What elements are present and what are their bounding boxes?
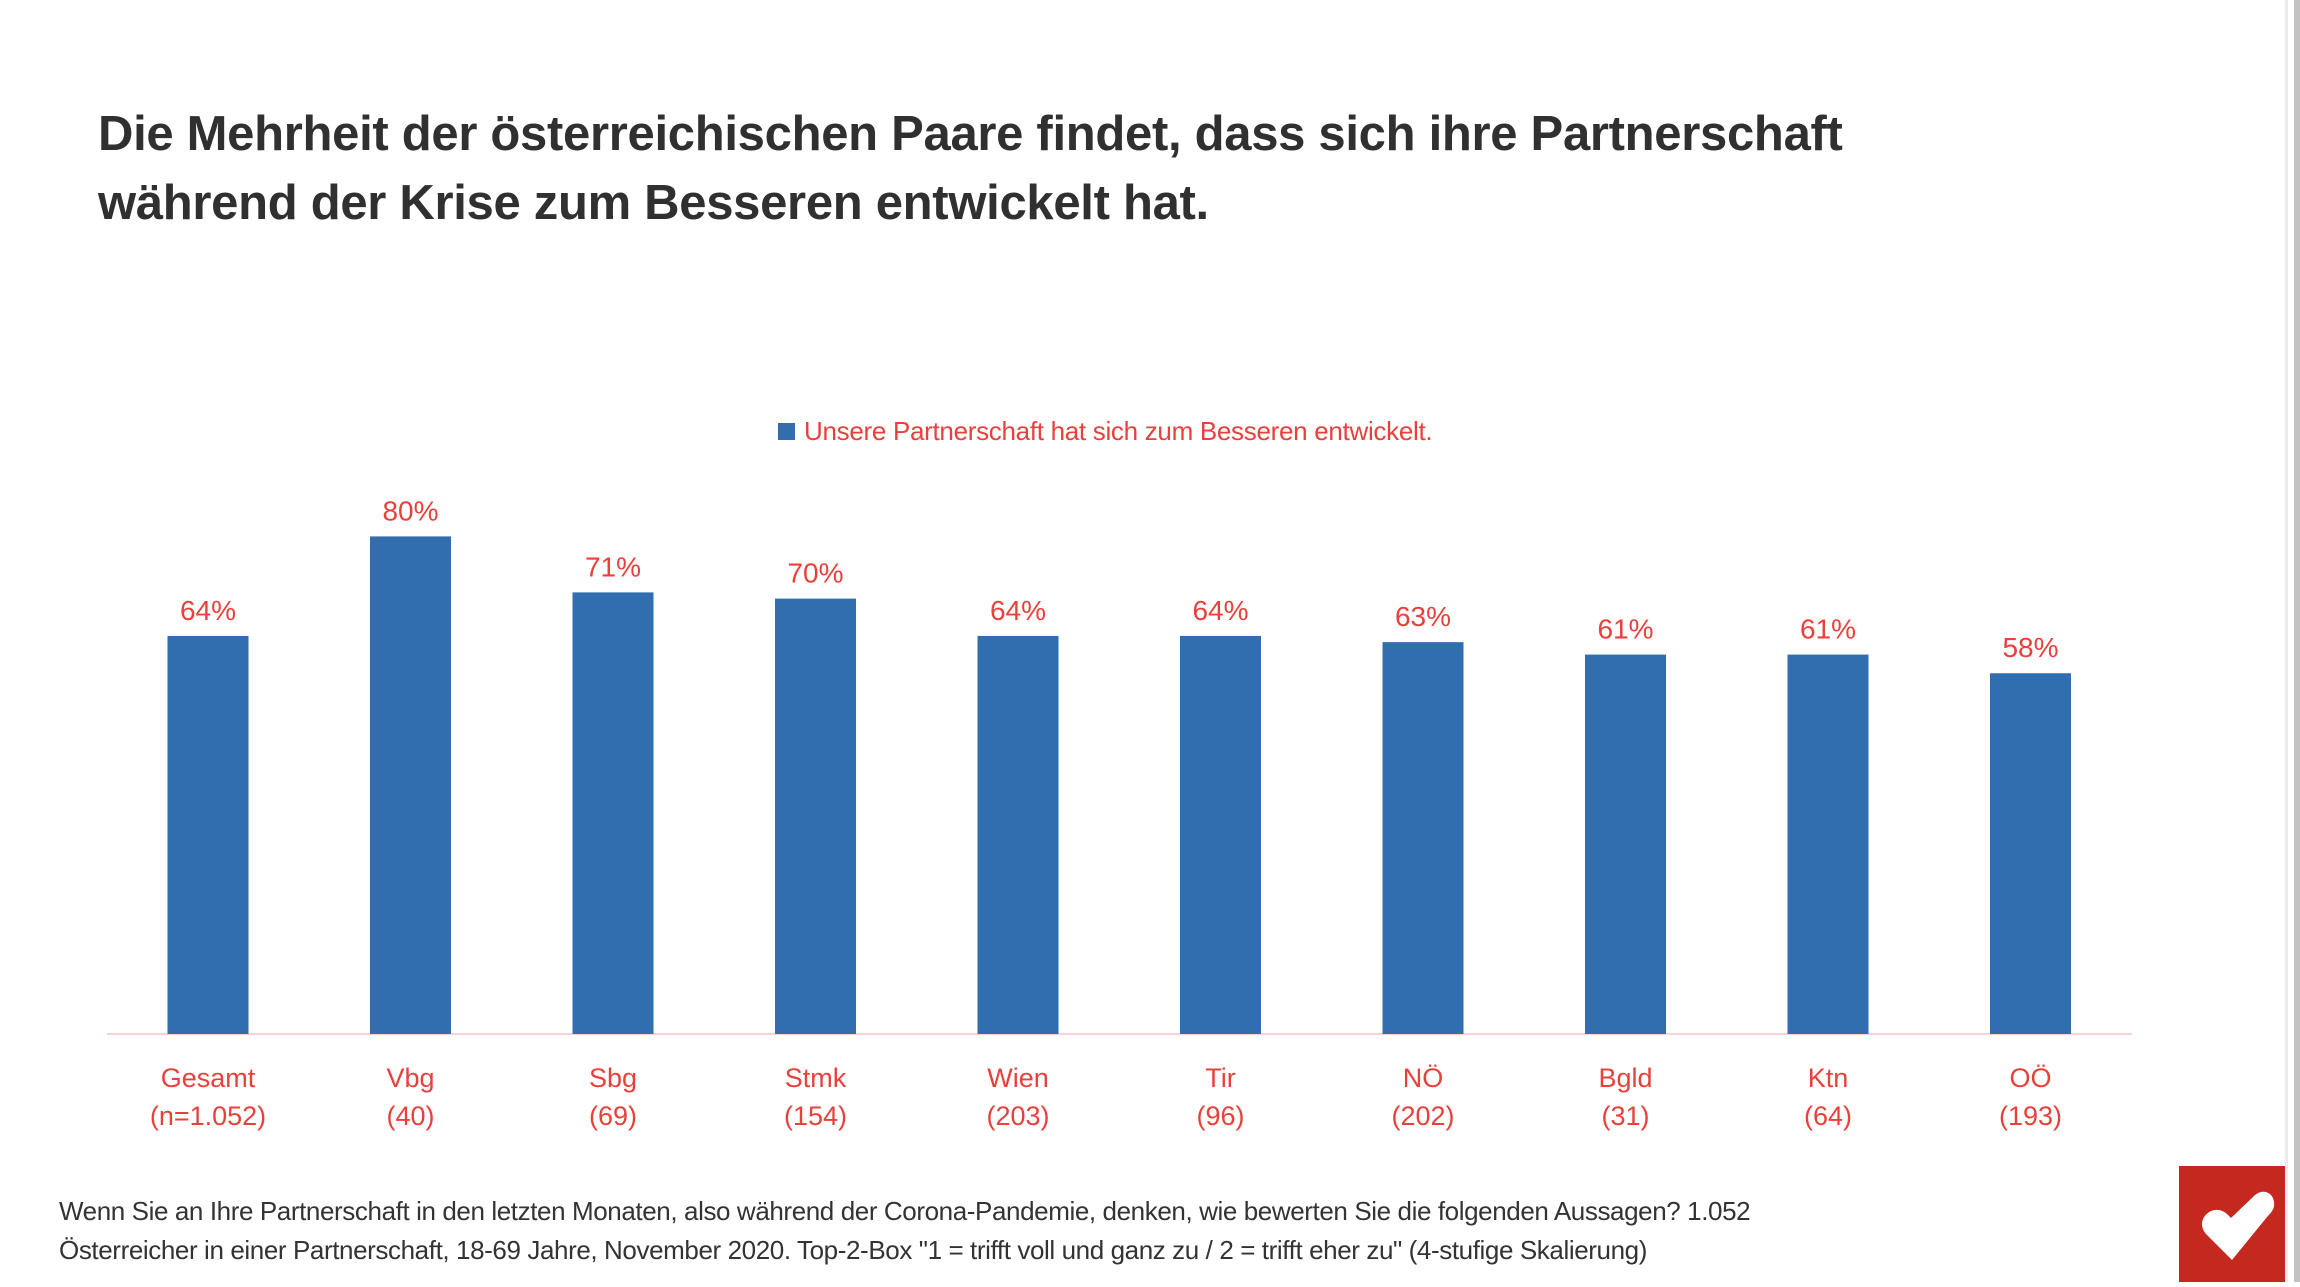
sample-size-label: (193) xyxy=(1999,1101,2062,1131)
bar-Wien xyxy=(977,635,1059,1034)
bar-NÖ xyxy=(1382,642,1464,1034)
data-label: 61% xyxy=(1800,614,1856,645)
bar-Tir xyxy=(1180,635,1261,1034)
legend-swatch xyxy=(778,423,795,440)
category-label: Vbg xyxy=(386,1063,434,1093)
footnote-line-1: Wenn Sie an Ihre Partnerschaft in den le… xyxy=(59,1196,1751,1226)
data-label: 64% xyxy=(180,595,236,626)
category-label: NÖ xyxy=(1403,1063,1444,1093)
category-label: Ktn xyxy=(1808,1063,1849,1093)
category-label: OÖ xyxy=(2009,1063,2051,1093)
sample-size-label: (154) xyxy=(784,1101,847,1131)
bar-Sbg xyxy=(572,592,654,1034)
data-label: 64% xyxy=(990,595,1046,626)
sample-size-label: (203) xyxy=(986,1101,1049,1131)
bar-Vbg xyxy=(370,536,451,1034)
brand-logo xyxy=(2179,1166,2285,1282)
footnote: Wenn Sie an Ihre Partnerschaft in den le… xyxy=(59,1192,1751,1270)
category-label: Bgld xyxy=(1598,1063,1652,1093)
page-title: Die Mehrheit der österreichischen Paare … xyxy=(98,100,1843,238)
bar-OÖ xyxy=(1990,673,2071,1034)
category-label: Wien xyxy=(987,1063,1049,1093)
sample-size-label: (n=1.052) xyxy=(150,1101,266,1131)
title-line-2: während der Krise zum Besseren entwickel… xyxy=(98,176,1209,230)
footnote-line-2: Österreicher in einer Partnerschaft, 18-… xyxy=(59,1235,1647,1265)
data-label: 71% xyxy=(585,551,641,582)
data-label: 64% xyxy=(1192,595,1248,626)
title-line-1: Die Mehrheit der österreichischen Paare … xyxy=(98,107,1843,161)
data-label: 80% xyxy=(382,495,438,526)
sample-size-label: (202) xyxy=(1391,1101,1454,1131)
heart-icon xyxy=(2202,1191,2275,1260)
data-label: 58% xyxy=(2002,632,2058,663)
sample-size-label: (64) xyxy=(1804,1101,1852,1131)
window-border xyxy=(2285,0,2288,1282)
sample-size-label: (69) xyxy=(589,1101,637,1131)
bar-Ktn xyxy=(1787,654,1869,1034)
sample-size-label: (31) xyxy=(1601,1101,1649,1131)
category-label: Tir xyxy=(1205,1063,1235,1093)
sample-size-label: (40) xyxy=(386,1101,434,1131)
chart-legend: Unsere Partnerschaft hat sich zum Besser… xyxy=(778,416,1433,447)
category-label: Gesamt xyxy=(161,1063,256,1093)
data-label: 70% xyxy=(787,558,843,589)
legend-label: Unsere Partnerschaft hat sich zum Besser… xyxy=(804,416,1433,446)
bar-Bgld xyxy=(1585,654,1666,1034)
bar-Gesamt xyxy=(167,635,249,1034)
data-label: 61% xyxy=(1597,614,1653,645)
category-label: Sbg xyxy=(589,1063,637,1093)
bar-Stmk xyxy=(775,598,856,1034)
category-label: Stmk xyxy=(785,1063,847,1093)
sample-size-label: (96) xyxy=(1196,1101,1244,1131)
data-label: 63% xyxy=(1395,601,1451,632)
scrollbar[interactable] xyxy=(2294,0,2300,1282)
